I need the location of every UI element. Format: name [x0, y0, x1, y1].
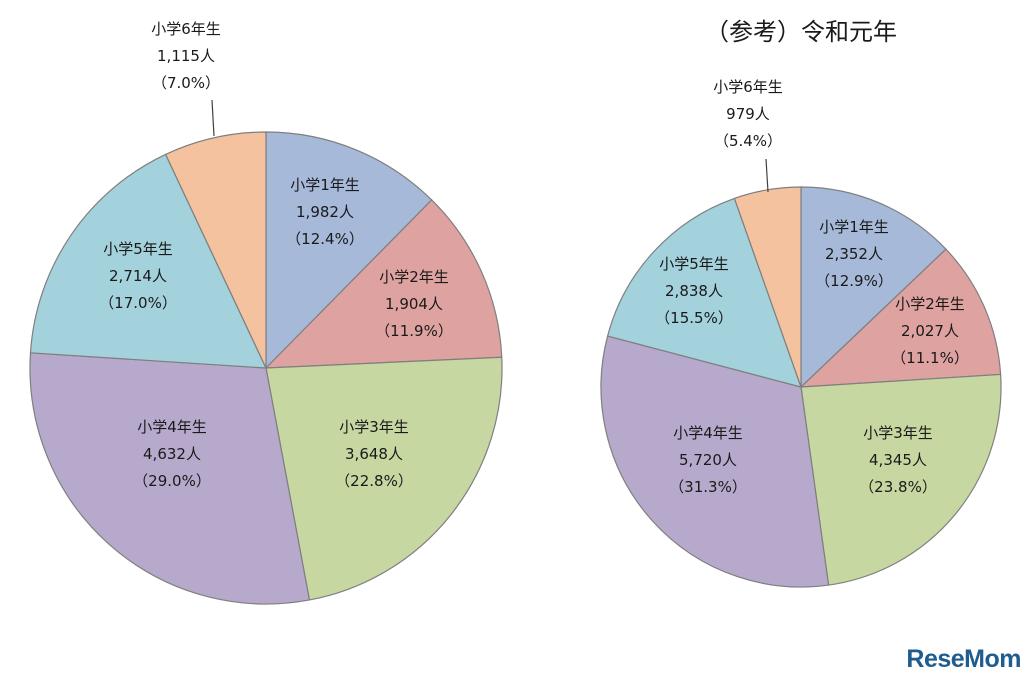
slice-label-grade-4: 小学4年生 4,632人 （29.0%）	[133, 418, 211, 490]
slice-label-name: 小学4年生	[673, 424, 743, 442]
pie-slice-grade-2	[799, 248, 1002, 388]
slice-label-grade-3: 小学3年生 3,648人 （22.8%）	[335, 418, 413, 490]
pie-slice-grade-6	[733, 186, 802, 388]
slice-label-name: 小学1年生	[290, 176, 360, 194]
slice-label-count: 2,352人	[825, 245, 883, 263]
leader-line-grade-6	[211, 99, 215, 137]
slice-label-grade-2: 小学2年生 1,904人 （11.9%）	[375, 268, 453, 340]
slice-label-percent: （23.8%）	[859, 478, 937, 496]
pie-slice-grade-1	[265, 131, 433, 370]
slice-label-grade-2: 小学2年生 2,027人 （11.1%）	[891, 295, 969, 367]
slice-label-grade-5: 小学5年生 2,838人 （15.5%）	[655, 255, 733, 327]
pie-slice-grade-4	[29, 352, 311, 605]
slice-label-percent: （22.8%）	[335, 472, 413, 490]
slice-label-grade-4: 小学4年生 5,720人 （31.3%）	[669, 424, 747, 496]
chart-title: （参考）令和元年	[705, 18, 897, 46]
slice-label-name: 小学6年生	[151, 20, 221, 38]
slice-label-name: 小学5年生	[103, 240, 173, 258]
slice-label-percent: （15.5%）	[655, 309, 733, 327]
slice-label-percent: （7.0%）	[152, 74, 220, 92]
pie-slice-grade-5	[606, 197, 802, 388]
slice-label-percent: （11.9%）	[375, 322, 453, 340]
slice-label-count: 3,648人	[345, 445, 403, 463]
slice-label-percent: （31.3%）	[669, 478, 747, 496]
slice-label-count: 2,838人	[665, 282, 723, 300]
slice-label-count: 2,027人	[901, 322, 959, 340]
slice-label-grade-6: 小学6年生 979人 （5.4%）	[713, 78, 783, 150]
watermark-logo: ReseMom	[906, 645, 1021, 673]
pie-slice-grade-5	[29, 153, 267, 369]
slice-label-percent: （5.4%）	[714, 132, 782, 150]
slice-label-count: 2,714人	[109, 267, 167, 285]
slice-label-name: 小学5年生	[659, 255, 729, 273]
slice-label-percent: （17.0%）	[99, 294, 177, 312]
slice-label-grade-1: 小学1年生 1,982人 （12.4%）	[286, 176, 364, 248]
slice-label-percent: （12.9%）	[815, 272, 893, 290]
slice-label-count: 1,904人	[385, 295, 443, 313]
slice-label-count: 979人	[726, 105, 770, 123]
pie-slice-grade-1	[800, 186, 947, 389]
slice-label-count: 1,115人	[157, 47, 215, 65]
pie-chart-1: 小学1年生 1,982人 （12.4%） 小学2年生 1,904人 （11.9%） 小学3年…	[29, 20, 503, 605]
slice-label-percent: （12.4%）	[286, 230, 364, 248]
slice-label-percent: （29.0%）	[133, 472, 211, 490]
slice-label-grade-5: 小学5年生 2,714人 （17.0%）	[99, 240, 177, 312]
pie-slice-grade-6	[164, 131, 267, 369]
slice-label-name: 小学6年生	[713, 78, 783, 96]
slice-label-grade-3: 小学3年生 4,345人 （23.8%）	[859, 424, 937, 496]
pie-slice-grade-3	[800, 373, 1002, 586]
pie-slice-grade-2	[264, 199, 503, 369]
slice-label-percent: （11.1%）	[891, 349, 969, 367]
slice-label-grade-6: 小学6年生 1,115人 （7.0%）	[151, 20, 221, 92]
slice-label-name: 小学2年生	[895, 295, 965, 313]
slice-label-name: 小学3年生	[863, 424, 933, 442]
slice-label-grade-1: 小学1年生 2,352人 （12.9%）	[815, 218, 893, 290]
slice-label-name: 小学1年生	[819, 218, 889, 236]
slice-label-count: 4,345人	[869, 451, 927, 469]
slice-label-count: 4,632人	[143, 445, 201, 463]
slice-label-count: 1,982人	[296, 203, 354, 221]
pie-slice-grade-3	[265, 356, 503, 601]
pie-slice-grade-4	[600, 335, 830, 588]
leader-line-grade-6	[765, 158, 769, 193]
slice-label-name: 小学3年生	[339, 418, 409, 436]
slice-label-name: 小学4年生	[137, 418, 207, 436]
slice-label-name: 小学2年生	[379, 268, 449, 286]
slice-label-count: 5,720人	[679, 451, 737, 469]
